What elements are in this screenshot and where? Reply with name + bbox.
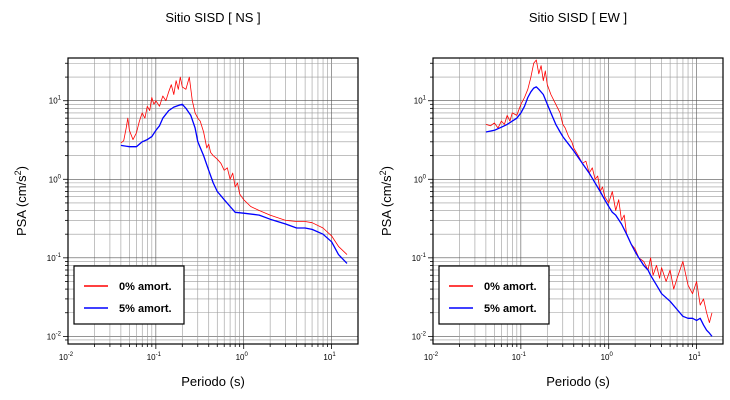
legend-box	[73, 265, 185, 325]
grid	[433, 58, 723, 344]
x-tick-exponent: 1	[332, 352, 336, 358]
y-tick-exponent: 1	[58, 96, 62, 102]
series-line-amort-0	[485, 59, 713, 323]
x-tick-exponent: -2	[68, 352, 74, 358]
legend-label: 0% amort.	[119, 281, 172, 293]
y-tick-exponent: -2	[56, 331, 62, 337]
x-tick-label: 100	[236, 352, 249, 362]
y-tick-label: 10-2	[412, 331, 427, 341]
y-tick-exponent: -1	[56, 253, 62, 259]
x-tick-exponent: 0	[244, 352, 248, 358]
legend: 0% amort. 5% amort.	[438, 265, 550, 325]
x-axis-label: Periodo (s)	[546, 374, 610, 389]
x-tick-label: 10-2	[59, 352, 74, 362]
legend-label: 5% amort.	[119, 303, 172, 315]
y-tick-label: 101	[49, 96, 62, 106]
x-tick-base: 10	[236, 353, 245, 362]
legend-label: 5% amort.	[484, 303, 537, 315]
y-tick-base: 10	[47, 332, 56, 341]
y-axis-label: PSA (cm/s2)	[378, 166, 394, 236]
y-axis-label-main: PSA (cm/s	[14, 175, 29, 236]
y-tick-exponent: 0	[58, 174, 62, 180]
plot-frame	[67, 57, 359, 345]
y-axis-label: PSA (cm/s2)	[13, 166, 29, 236]
series-line-amort-5	[120, 103, 348, 264]
y-tick-exponent: -2	[421, 331, 427, 337]
y-tick-base: 10	[414, 97, 423, 106]
y-tick-base: 10	[412, 254, 421, 263]
y-tick-label: 100	[49, 174, 62, 184]
y-tick-label: 101	[414, 96, 427, 106]
y-tick-base: 10	[49, 175, 58, 184]
x-tick-label: 10-2	[424, 352, 439, 362]
y-axis-label-sup: 2	[13, 170, 23, 175]
x-tick-label: 10-1	[147, 352, 162, 362]
x-tick-base: 10	[147, 353, 156, 362]
x-tick-exponent: -1	[521, 352, 527, 358]
x-tick-label: 101	[323, 352, 336, 362]
y-axis-label-end: )	[379, 166, 394, 170]
x-tick-base: 10	[424, 353, 433, 362]
x-tick-base: 10	[59, 353, 68, 362]
y-tick-exponent: -1	[421, 253, 427, 259]
y-tick-base: 10	[47, 254, 56, 263]
x-tick-exponent: 1	[697, 352, 701, 358]
y-tick-base: 10	[414, 175, 423, 184]
y-axis-label-sup: 2	[378, 170, 388, 175]
x-tick-label: 101	[688, 352, 701, 362]
y-tick-exponent: 0	[423, 174, 427, 180]
x-tick-base: 10	[688, 353, 697, 362]
y-tick-label: 10-2	[47, 331, 62, 341]
y-tick-label: 10-1	[412, 253, 427, 263]
series-line-amort-5	[485, 86, 713, 337]
y-tick-base: 10	[412, 332, 421, 341]
x-tick-label: 10-1	[512, 352, 527, 362]
x-axis-label: Periodo (s)	[181, 374, 245, 389]
x-tick-exponent: 0	[609, 352, 613, 358]
chart-title: Sitio SISD [ EW ]	[529, 10, 627, 25]
y-tick-label: 10-1	[47, 253, 62, 263]
y-tick-base: 10	[49, 97, 58, 106]
y-axis-label-end: )	[14, 166, 29, 170]
y-tick-label: 100	[414, 174, 427, 184]
x-tick-base: 10	[512, 353, 521, 362]
plot-frame	[432, 57, 724, 345]
x-tick-label: 100	[601, 352, 614, 362]
x-tick-base: 10	[601, 353, 610, 362]
y-axis-label-main: PSA (cm/s	[379, 175, 394, 236]
legend-box	[438, 265, 550, 325]
y-tick-exponent: 1	[423, 96, 427, 102]
legend-label: 0% amort.	[484, 281, 537, 293]
series-line-amort-0	[120, 76, 348, 255]
x-tick-exponent: -1	[156, 352, 162, 358]
x-tick-exponent: -2	[433, 352, 439, 358]
chart-title: Sitio SISD [ NS ]	[165, 10, 260, 25]
x-tick-base: 10	[323, 353, 332, 362]
legend: 0% amort. 5% amort.	[73, 265, 185, 325]
